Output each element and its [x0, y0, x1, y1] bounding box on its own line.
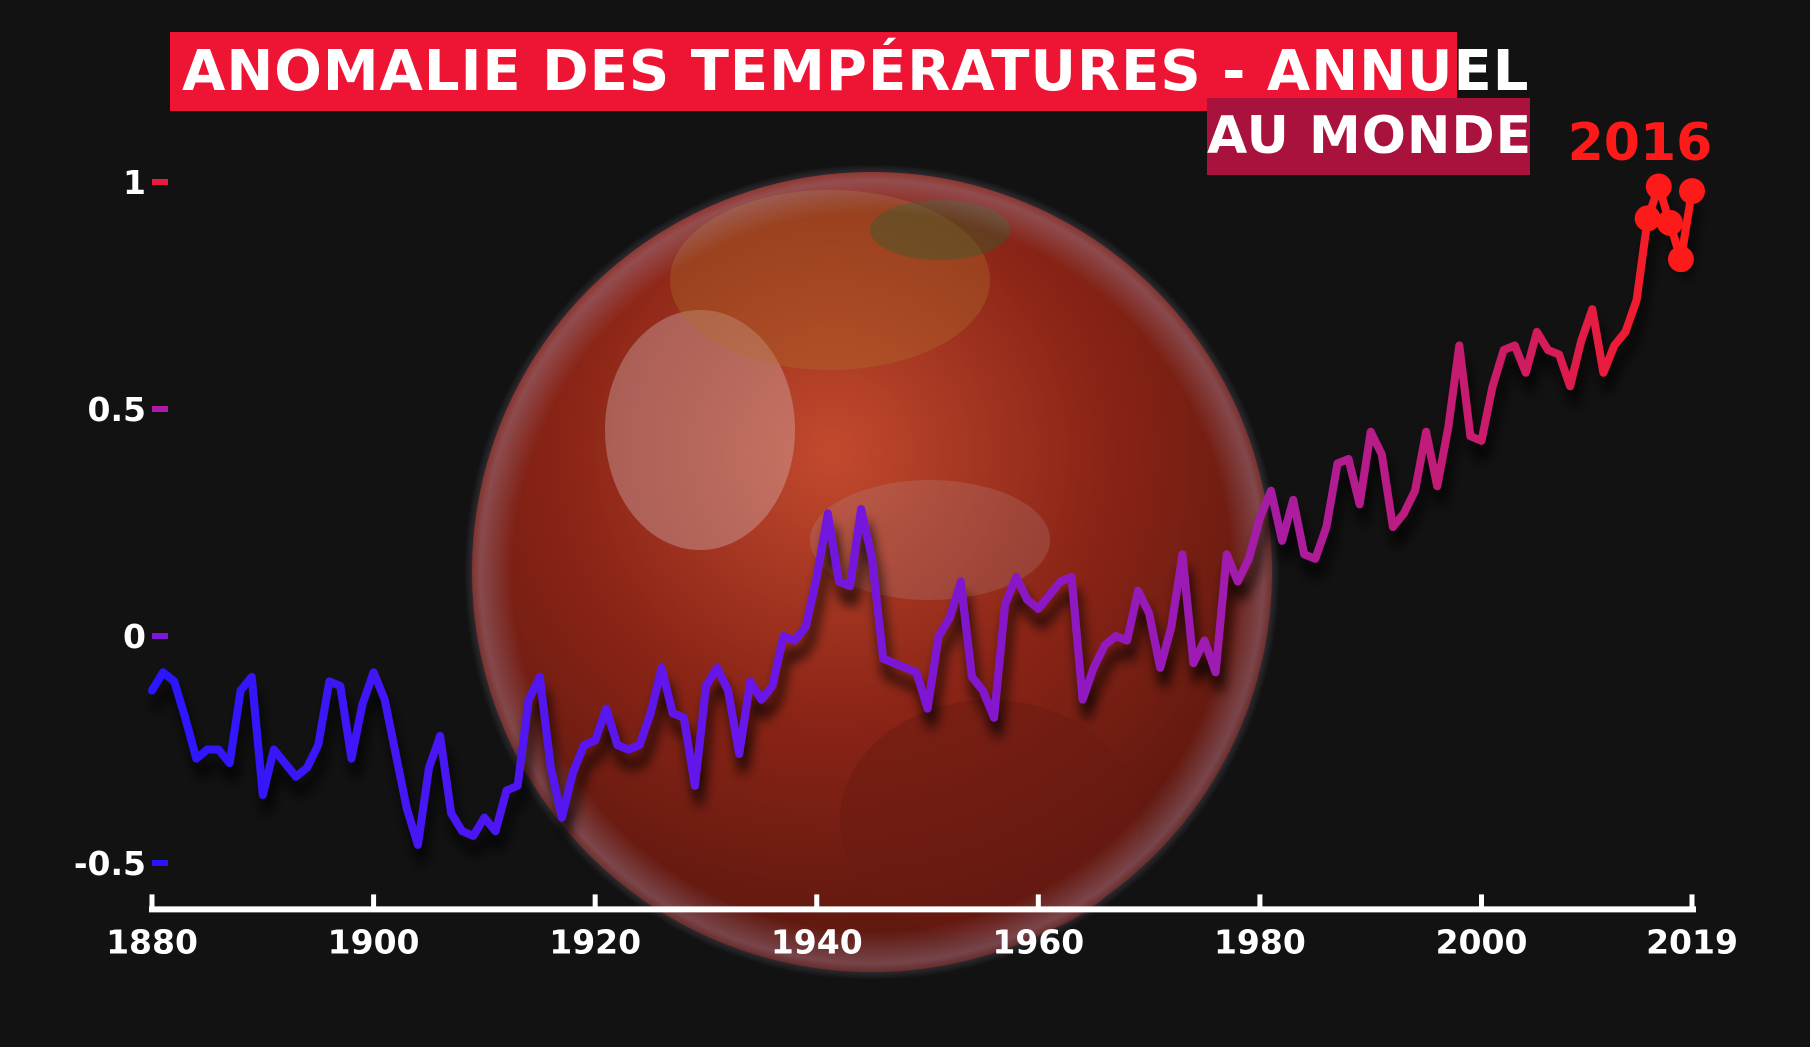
- highlight-point: [1667, 246, 1694, 273]
- y-tick-mark-fill: [152, 179, 168, 185]
- highlight-point: [1645, 173, 1672, 200]
- y-tick-label: 0: [123, 617, 146, 656]
- series-line: [148, 182, 1696, 849]
- chart-title: ANOMALIE DES TEMPÉRATURES - ANNUEL: [170, 32, 1528, 111]
- x-tick-label: 1920: [549, 922, 641, 961]
- chart-subtitle: AU MONDE: [1207, 98, 1531, 175]
- highlight-label: 2016: [1568, 113, 1713, 173]
- y-tick-label: -0.5: [74, 844, 146, 883]
- x-tick-label: 1880: [106, 922, 198, 961]
- tick-labels: 1880 1900 1920 1940 1960 1980 2000 2019 -0.5 0 0.5…: [74, 163, 1738, 961]
- x-tick-label: 1980: [1214, 922, 1306, 961]
- axes: [148, 136, 1696, 913]
- x-tick-label: 1900: [328, 922, 420, 961]
- y-tick-mark-fill: [152, 633, 168, 639]
- highlight-point: [1634, 205, 1661, 232]
- x-tick-label: 1940: [771, 922, 863, 961]
- highlight-points: [1634, 173, 1705, 273]
- x-tick-label: 1960: [992, 922, 1084, 961]
- series-layer: [148, 182, 1696, 849]
- y-tick-label: 0.5: [88, 390, 146, 429]
- y-tick-mark-fill: [152, 406, 168, 412]
- y-tick-mark-fill: [152, 860, 168, 866]
- x-tick-label: 2019: [1646, 922, 1738, 961]
- highlight-point: [1679, 178, 1705, 205]
- x-tick-label: 2000: [1436, 922, 1528, 961]
- highlight-point: [1656, 209, 1683, 236]
- y-tick-label: 1: [123, 163, 146, 202]
